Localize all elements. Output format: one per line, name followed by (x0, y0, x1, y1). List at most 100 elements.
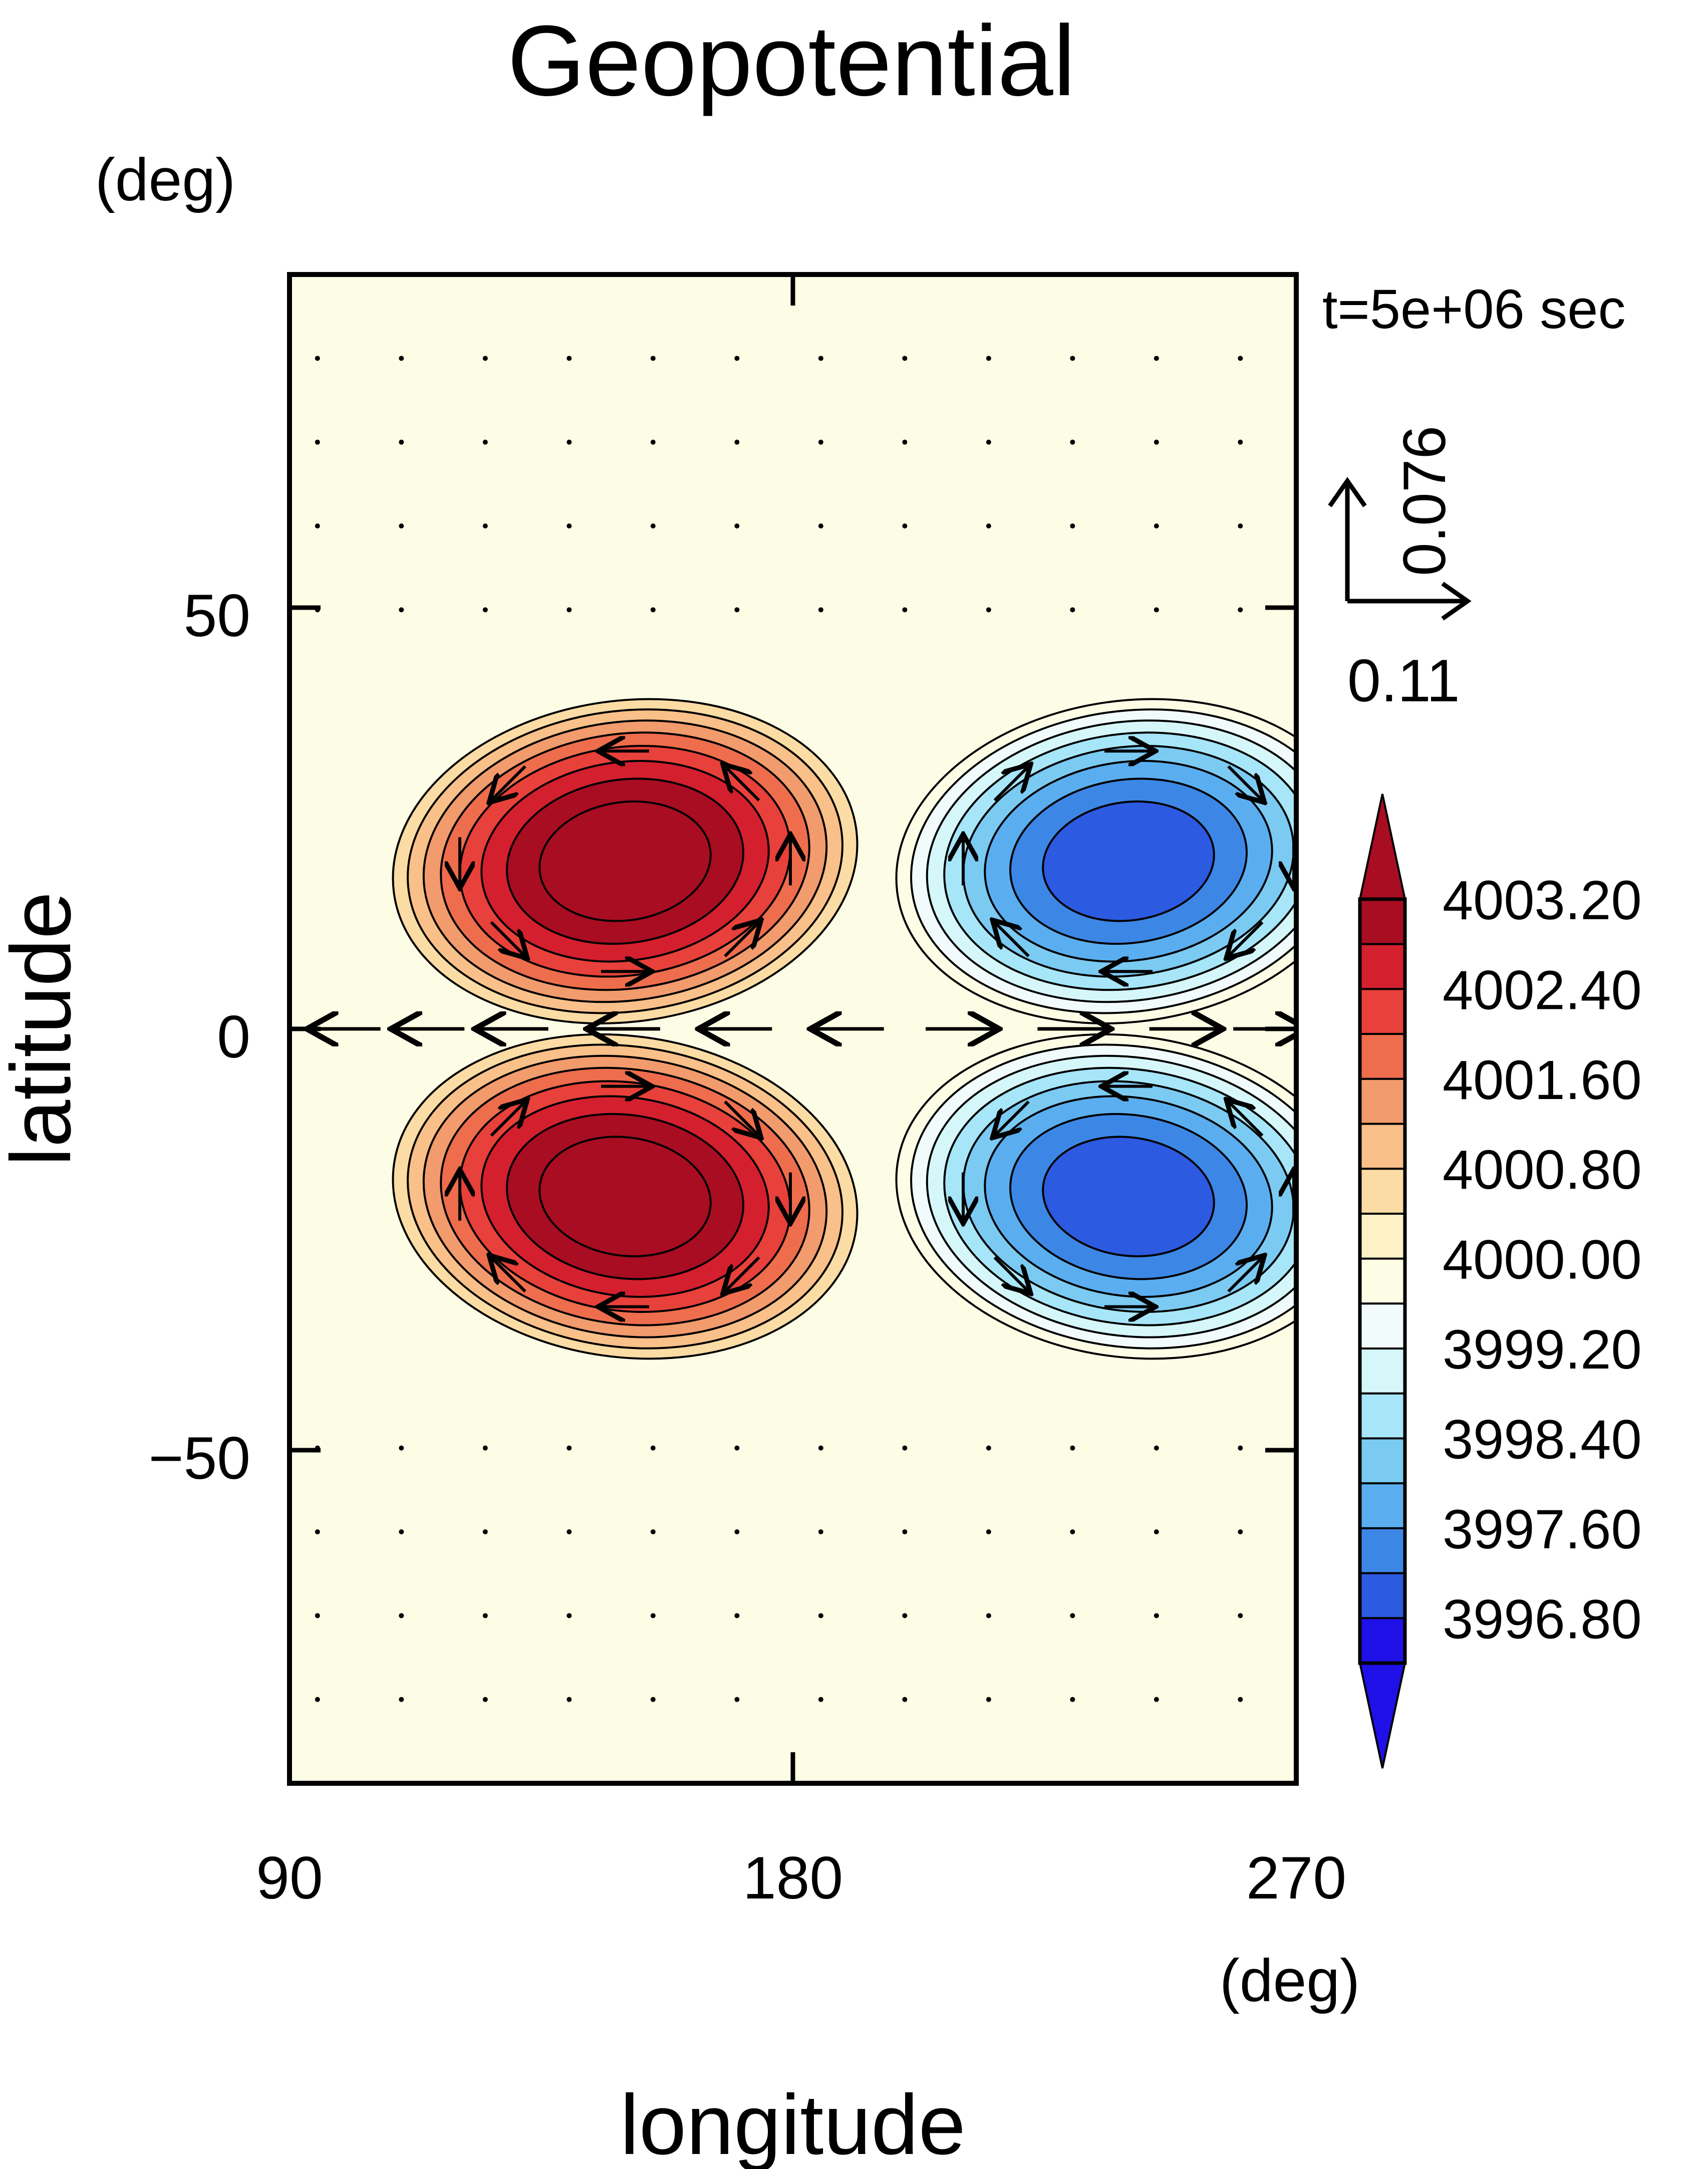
wind-vector-dot-71 (986, 1697, 991, 1702)
wind-arrow-0-7 (725, 766, 760, 801)
wind-vector-dot-62 (902, 1613, 908, 1618)
colorbar-band-13 (1359, 1033, 1406, 1080)
wind-vector-dot-26 (566, 523, 572, 528)
wind-vector-dot-11 (399, 607, 404, 613)
wind-vector-dot-8 (399, 356, 404, 361)
colorbar-band-6 (1359, 1347, 1406, 1395)
wind-vector-dot-31 (566, 1697, 572, 1702)
wind-vector-dot-43 (734, 607, 740, 613)
chart-title: Geopotential (507, 5, 1075, 117)
wind-vector-dot-28 (566, 1445, 572, 1451)
x-tick-label-180: 180 (743, 1844, 843, 1912)
colorbar-band-3 (1359, 1482, 1406, 1529)
wind-vector-dot-69 (986, 1529, 991, 1534)
colorbar-label-4: 4000.00 (1443, 1229, 1642, 1291)
wind-vector-dot-74 (1070, 523, 1075, 528)
wind-vector-dot-41 (734, 439, 740, 445)
wind-vector-dot-73 (1070, 439, 1075, 445)
colorbar-outline (1358, 897, 1407, 1665)
wind-vector-dot-80 (1154, 356, 1159, 361)
wind-arrow-1-3 (491, 1257, 526, 1293)
wind-vector-dot-17 (482, 439, 488, 445)
wind-vector-dot-84 (1154, 1445, 1159, 1451)
wind-vector-dot-34 (650, 523, 656, 528)
wind-vector-dot-24 (566, 356, 572, 361)
wind-vector-dot-16 (482, 356, 488, 361)
colorbar-band-2 (1359, 1527, 1406, 1574)
wind-vector-dot-70 (986, 1613, 991, 1618)
colorbar-label-8: 4003.20 (1443, 870, 1642, 931)
colorbar-band-10 (1359, 1168, 1406, 1215)
colorbar-band-11 (1359, 1123, 1406, 1170)
wind-vector-dot-67 (986, 607, 991, 613)
wind-arrow-3-3 (993, 1256, 1029, 1291)
wind-vector-dot-33 (650, 439, 656, 445)
wind-vector-dot-12 (399, 1445, 404, 1451)
wind-vector-dot-1 (315, 439, 320, 445)
y-axis-label: latitude (0, 892, 89, 1166)
wind-arrow-1-1 (725, 1256, 760, 1291)
wind-vector-dot-68 (986, 1445, 991, 1451)
wind-vector-dot-64 (986, 356, 991, 361)
wind-arrow-1-7 (724, 1101, 759, 1136)
colorbar-band-0 (1359, 1617, 1406, 1665)
colorbar-band-12 (1359, 1077, 1406, 1125)
colorbar-band-5 (1359, 1392, 1406, 1440)
colorbar-labels: 3996.80 3997.60 3998.40 3999.20 4000.00 4000.… (1443, 870, 1642, 1650)
wind-vector-dot-65 (986, 439, 991, 445)
wind-vector-dot-92 (1238, 1445, 1243, 1451)
wind-vector-dot-6 (315, 1613, 320, 1618)
wind-vector-dot-81 (1154, 439, 1159, 445)
wind-vector-dot-53 (818, 1529, 823, 1534)
wind-vector-dot-44 (734, 1445, 740, 1451)
wind-vector-dot-66 (986, 523, 991, 528)
wind-vector-dot-23 (482, 1697, 488, 1702)
colorbar-label-1: 3997.60 (1443, 1499, 1642, 1560)
wind-vector-dot-29 (566, 1529, 572, 1534)
wind-vector-dot-35 (650, 607, 656, 613)
colorbar-label-7: 4002.40 (1443, 959, 1642, 1021)
contour-band-low-3-8 (1042, 1136, 1215, 1257)
y-tick-label-neg50: −50 (148, 1425, 250, 1492)
wind-arrow-2-1 (1228, 921, 1264, 956)
wind-vector-dot-46 (734, 1613, 740, 1618)
colorbar-band-7 (1359, 1302, 1406, 1350)
wind-vector-dot-63 (902, 1697, 908, 1702)
wind-vector-dot-52 (818, 1445, 823, 1451)
wind-vector-field (315, 356, 1243, 1702)
plot-area (290, 275, 1296, 1783)
wind-vector-dot-25 (566, 439, 572, 445)
wind-vector-dot-27 (566, 607, 572, 613)
wind-vector-dot-95 (1238, 1697, 1243, 1702)
wind-arrow-3-7 (1228, 1102, 1264, 1137)
wind-vector-dot-86 (1154, 1613, 1159, 1618)
wind-vector-dot-60 (902, 1445, 908, 1451)
x-axis-label: longitude (620, 2077, 966, 2169)
x-tick-label-270: 270 (1246, 1844, 1346, 1912)
wind-vector-dot-32 (650, 356, 656, 361)
time-label: t=5e+06 sec (1322, 279, 1625, 340)
wind-vector-dot-18 (482, 523, 488, 528)
wind-vector-dot-30 (566, 1613, 572, 1618)
wind-vector-dot-7 (315, 1697, 320, 1702)
wind-vector-dot-10 (399, 523, 404, 528)
wind-vector-dot-2 (315, 523, 320, 528)
colorbar-band-8 (1359, 1257, 1406, 1305)
wind-vector-dot-39 (650, 1697, 656, 1702)
wind-vector-dot-36 (650, 1445, 656, 1451)
wind-vector-dot-50 (818, 523, 823, 528)
wind-vector-dot-82 (1154, 523, 1159, 528)
wind-arrow-2-3 (995, 922, 1030, 957)
wind-vector-dot-72 (1070, 356, 1075, 361)
wind-vector-dot-61 (902, 1529, 908, 1534)
colorbar-extend-max (1358, 793, 1406, 900)
wind-vector-dot-94 (1238, 1613, 1243, 1618)
wind-vector-dot-49 (818, 439, 823, 445)
wind-vector-dot-5 (315, 1529, 320, 1534)
wind-vector-dot-90 (1238, 523, 1243, 528)
wind-vector-dot-89 (1238, 439, 1243, 445)
y-tick-label-0: 0 (217, 1003, 250, 1070)
colorbar-label-0: 3996.80 (1443, 1588, 1642, 1650)
colorbar-label-5: 4000.80 (1443, 1139, 1642, 1201)
contour-band-low-2-8 (1042, 800, 1215, 922)
